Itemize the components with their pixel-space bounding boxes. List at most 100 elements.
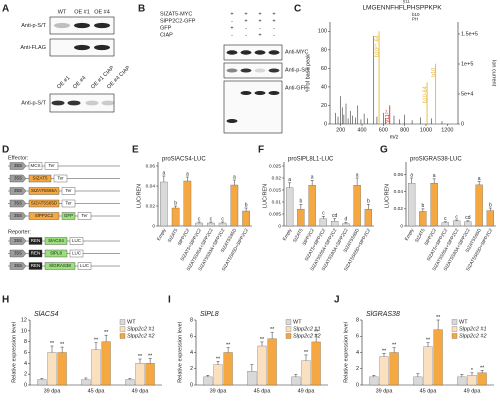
bar — [441, 222, 450, 227]
promoter — [9, 237, 27, 245]
legend-label: Slpp2c2 #1 — [459, 326, 487, 332]
blot-band — [67, 100, 81, 106]
x-tick-label: 39 dpa — [44, 388, 62, 394]
error-bar — [426, 342, 430, 347]
promoter — [9, 262, 27, 270]
error-bar — [197, 221, 201, 223]
error-bar — [84, 377, 88, 380]
error-bar — [206, 375, 210, 377]
error-bar — [416, 373, 420, 377]
bar — [353, 185, 361, 227]
bar — [195, 222, 203, 227]
sig-letter: b — [367, 199, 370, 205]
part-label: SlACS4 — [48, 238, 64, 243]
bar — [291, 376, 301, 386]
blot-band — [94, 22, 110, 29]
bar — [171, 207, 180, 227]
y-tick-label: 0 — [356, 382, 359, 388]
axis — [329, 22, 459, 125]
construct-part — [53, 174, 68, 183]
significance: ** — [426, 338, 431, 344]
chart-title: proSlPL8L1-LUC — [288, 157, 334, 163]
bar — [135, 363, 145, 386]
error-bar — [321, 216, 325, 219]
error-bar — [436, 319, 440, 330]
panel-label: E — [132, 145, 139, 156]
blot-band — [268, 68, 280, 73]
y-axis-label: LUC/REN — [136, 184, 142, 208]
legend-swatch — [451, 333, 458, 339]
y-tick-label: 0 — [190, 382, 193, 388]
bar — [223, 352, 233, 386]
sign: - — [245, 32, 247, 38]
x-axis-label: m/z — [390, 134, 399, 140]
part-label: 35S — [14, 213, 22, 218]
error-bar — [221, 221, 225, 223]
sig-letter: b — [489, 202, 492, 208]
x-tick-label: 400 — [357, 127, 366, 133]
construct-part — [61, 187, 76, 195]
error-bar — [232, 179, 236, 185]
bar — [467, 375, 477, 386]
bar — [311, 341, 321, 386]
bar — [257, 345, 267, 386]
sign: + — [258, 11, 261, 17]
legend-label: Slpp2c2 #1 — [293, 326, 321, 332]
part-label: REN — [31, 238, 41, 243]
bar — [423, 346, 433, 386]
error-bar — [421, 208, 425, 212]
error-bar — [270, 331, 274, 339]
blot-band — [51, 100, 65, 106]
legend-label: WT — [293, 319, 302, 325]
sig-letter: b — [245, 202, 248, 208]
sig-letter: a — [410, 172, 413, 178]
error-bar — [288, 182, 292, 188]
construct-part — [28, 237, 43, 245]
antibody-label: Anti-p-S/T — [21, 100, 46, 106]
significance: ** — [270, 327, 275, 333]
error-bar — [372, 375, 376, 377]
part-label: 35S — [14, 176, 22, 181]
bar — [297, 209, 305, 227]
blot-band — [226, 68, 238, 73]
part-label: Ter — [81, 213, 88, 218]
construct-part — [28, 199, 60, 208]
significance: ** — [50, 341, 55, 347]
lane-label: OE #4 — [94, 9, 110, 15]
sign: - — [231, 18, 233, 24]
bar — [160, 181, 168, 227]
y-tick-label: 0.02 — [394, 206, 404, 212]
legend-label: WT — [459, 319, 468, 325]
construct-part — [44, 262, 76, 270]
construct-part — [77, 212, 92, 220]
legend-swatch — [119, 333, 126, 339]
part-label: SIZAT5 — [33, 176, 48, 181]
error-bar — [40, 378, 44, 380]
significance: ** — [260, 337, 265, 343]
blot-band — [254, 50, 266, 55]
blot-band — [54, 22, 70, 29]
y-tick-label: 100 — [318, 29, 327, 35]
part-label: 35S — [14, 201, 22, 206]
part-label: Ter — [65, 201, 72, 206]
error-bar — [60, 346, 64, 353]
blot-band — [101, 100, 115, 106]
part-label: Ter — [57, 176, 64, 181]
bar — [369, 376, 379, 386]
bar — [203, 376, 213, 386]
part-label: SIZAT5S65D — [31, 201, 58, 206]
error-bar — [310, 180, 314, 186]
significance: ** — [436, 315, 441, 321]
sig-letter: a — [186, 171, 189, 177]
error-bar — [244, 207, 248, 211]
x-tick-label: SIZAT5 — [167, 227, 179, 243]
sig-letter: c — [444, 216, 447, 222]
blot — [49, 93, 115, 113]
x-tick-label: 49 dpa — [298, 388, 316, 394]
sig-letter: c — [221, 216, 224, 222]
blot-band — [74, 44, 90, 51]
sign: - — [273, 32, 275, 38]
antibody-label: Anti-p-S/T — [21, 23, 46, 29]
chart-title: proSlGRAS38-LUC — [410, 157, 462, 163]
